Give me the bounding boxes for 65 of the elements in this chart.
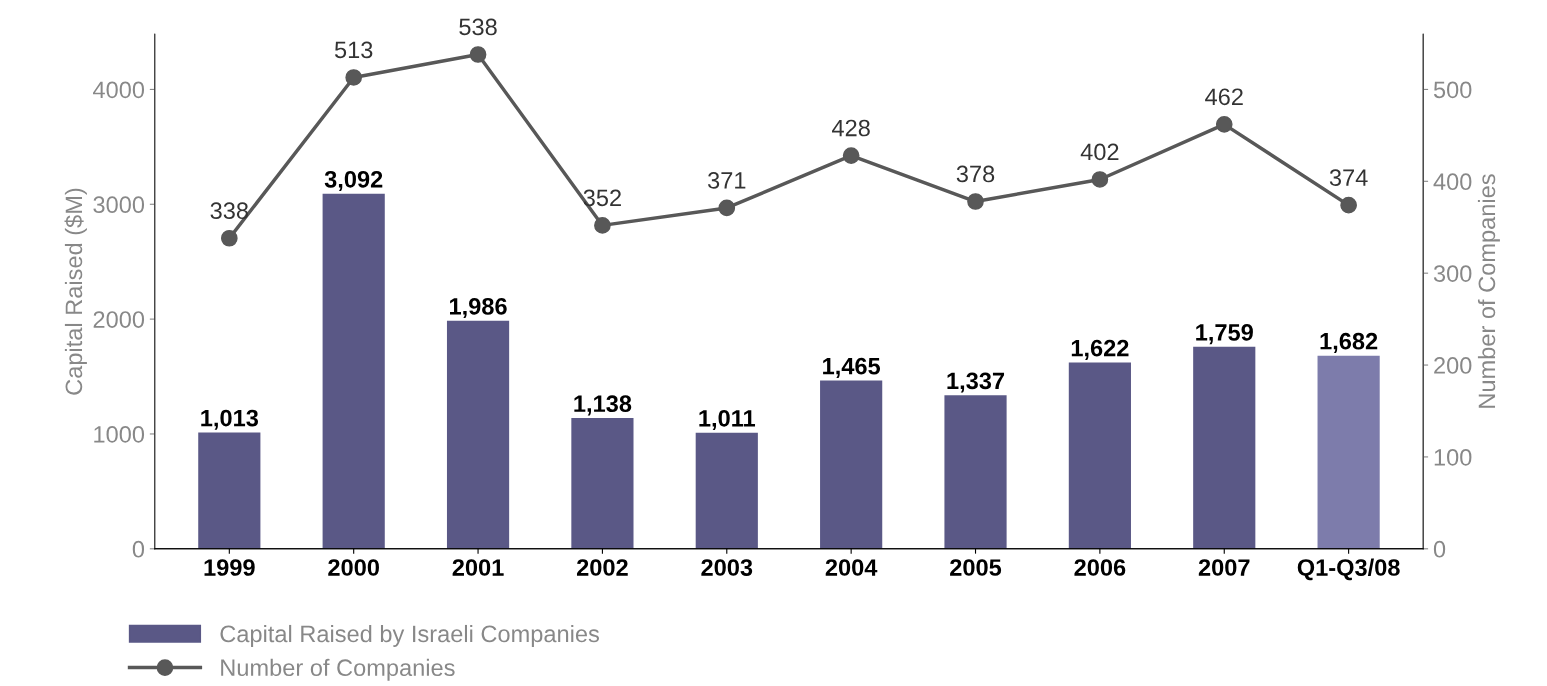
bar (1068, 362, 1131, 549)
point (1340, 196, 1357, 214)
data-label: 338 (210, 202, 248, 220)
x-tick-label: Q1-Q3/08 (1297, 558, 1400, 581)
y2-tick-label: 500 (1433, 81, 1472, 99)
bar (571, 418, 634, 549)
y2-tick-label: 0 (1433, 540, 1446, 558)
y2-axis-title: Number of Companies (1477, 174, 1500, 408)
data-label: 462 (1205, 88, 1243, 106)
bar (198, 432, 261, 549)
data-label: 513 (334, 41, 373, 59)
point (345, 69, 363, 86)
y2-tick-label: 200 (1434, 357, 1472, 374)
y2-tick-label: 400 (1433, 173, 1472, 191)
y-tick-label: 3000 (93, 196, 145, 214)
data-label: 1,337 (947, 372, 1005, 393)
bar (446, 320, 510, 549)
x-tick-label: 1999 (204, 559, 255, 576)
data-label: 3,092 (324, 170, 383, 192)
point (842, 147, 860, 164)
bar (695, 432, 758, 549)
y-axis-title: Capital Raised ($M) (64, 188, 87, 395)
y-tick-label: 1000 (94, 426, 145, 443)
x-tick-label: 2005 (950, 559, 1002, 576)
data-label: 1,622 (1071, 339, 1129, 360)
x-tick-label: 2007 (1198, 559, 1250, 576)
y-tick-label: 4000 (93, 81, 145, 99)
point (594, 217, 611, 234)
legend-label: Number of Companies (221, 658, 455, 681)
data-label: 402 (1080, 143, 1119, 161)
point (718, 199, 736, 217)
data-label: 1,986 (450, 297, 507, 319)
data-label: 378 (956, 165, 995, 183)
data-label: 538 (459, 18, 497, 36)
bar (1193, 346, 1256, 549)
point (967, 193, 984, 210)
bar (1317, 355, 1380, 549)
x-tick-label: 2004 (825, 559, 878, 576)
point (220, 229, 238, 247)
data-label: 1,682 (1320, 332, 1378, 353)
x-tick-label: 2003 (701, 559, 753, 576)
y-tick-label: 2000 (93, 311, 145, 328)
x-tick-label: 2001 (452, 559, 504, 576)
data-label: 428 (832, 119, 870, 137)
legend-label: Capital Raised by Israeli Companies (220, 624, 599, 647)
data-label: 1,011 (699, 409, 756, 431)
x-tick-label: 2006 (1074, 559, 1126, 576)
bar (322, 193, 385, 549)
y-tick-label: 0 (132, 540, 145, 558)
point (1091, 171, 1109, 188)
y2-tick-label: 300 (1433, 265, 1472, 282)
bar (820, 380, 883, 549)
y2-tick-label: 100 (1434, 448, 1472, 466)
data-label: 371 (707, 172, 746, 189)
data-label: 1,013 (201, 409, 259, 430)
data-label: 1,138 (574, 395, 632, 416)
point (469, 46, 487, 63)
x-tick-label: 2002 (576, 559, 628, 576)
data-label: 1,759 (1196, 324, 1253, 345)
bar (944, 395, 1007, 549)
x-tick-label: 2000 (328, 559, 379, 576)
point (1215, 116, 1233, 133)
data-label: 1,465 (823, 357, 881, 378)
data-label: 352 (583, 189, 621, 207)
data-label: 374 (1329, 169, 1368, 186)
